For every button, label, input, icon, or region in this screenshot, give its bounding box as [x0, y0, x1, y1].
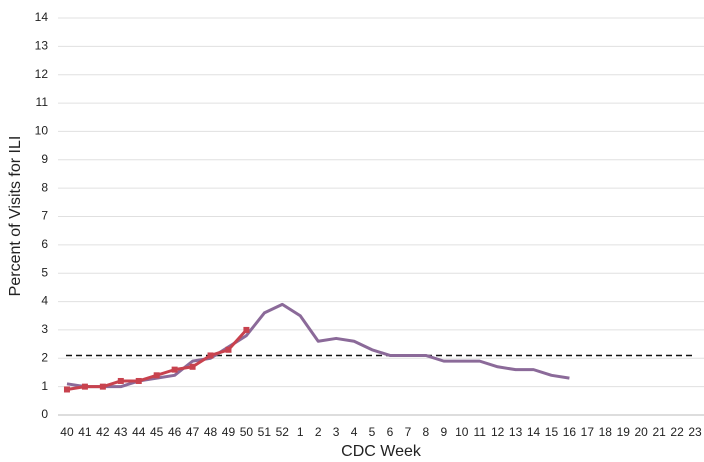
- y-tick-label: 5: [41, 265, 48, 279]
- x-tick-label: 49: [222, 425, 236, 439]
- x-tick-label: 46: [168, 425, 182, 439]
- x-tick-label: 42: [96, 425, 110, 439]
- marker: [63, 386, 70, 393]
- marker: [135, 377, 142, 384]
- y-tick-label: 12: [35, 67, 49, 81]
- x-tick-label: 10: [455, 425, 469, 439]
- x-tick-label: 17: [581, 425, 595, 439]
- marker: [99, 383, 106, 390]
- marker: [153, 372, 160, 379]
- x-tick-label: 5: [369, 425, 376, 439]
- y-tick-label: 9: [41, 152, 48, 166]
- series-line: [66, 302, 570, 389]
- x-tick-label: 11: [473, 425, 486, 439]
- x-tick-label: 7: [405, 425, 412, 439]
- y-tick-label: 7: [41, 209, 48, 223]
- marker: [117, 377, 124, 384]
- y-tick-label: 0: [41, 407, 48, 421]
- y-axis-title: Percent of Visits for ILI: [7, 136, 24, 297]
- x-tick-label: 8: [423, 425, 430, 439]
- x-tick-label: 14: [527, 425, 541, 439]
- x-tick-label: 48: [204, 425, 218, 439]
- marker: [207, 352, 214, 359]
- x-tick-label: 1: [297, 425, 304, 439]
- x-tick-label: 45: [150, 425, 164, 439]
- x-tick-label: 21: [652, 425, 666, 439]
- series-line: [66, 328, 248, 391]
- x-tick-label: 22: [670, 425, 684, 439]
- y-tick-label: 2: [41, 350, 48, 364]
- x-tick-label: 43: [114, 425, 128, 439]
- x-tick-label: 12: [491, 425, 505, 439]
- marker: [189, 363, 196, 370]
- x-tick-label: 51: [258, 425, 272, 439]
- x-tick-label: 19: [617, 425, 631, 439]
- x-tick-label: 20: [635, 425, 649, 439]
- x-tick-label: 2: [315, 425, 322, 439]
- x-tick-label: 16: [563, 425, 577, 439]
- x-tick-label: 23: [688, 425, 702, 439]
- x-tick-label: 40: [60, 425, 74, 439]
- x-tick-label: 50: [240, 425, 254, 439]
- marker: [81, 383, 88, 390]
- x-tick-label: 52: [276, 425, 290, 439]
- marker: [171, 366, 178, 373]
- x-tick-label: 15: [545, 425, 559, 439]
- marker: [225, 346, 232, 353]
- y-tick-label: 13: [35, 39, 49, 53]
- y-tick-label: 8: [41, 180, 48, 194]
- x-tick-label: 9: [440, 425, 447, 439]
- x-tick-label: 3: [333, 425, 340, 439]
- marker: [243, 326, 250, 333]
- y-tick-label: 14: [35, 10, 49, 24]
- y-tick-label: 1: [41, 379, 48, 393]
- x-tick-label: 41: [78, 425, 92, 439]
- x-tick-label: 44: [132, 425, 146, 439]
- x-tick-label: 18: [599, 425, 613, 439]
- y-tick-label: 10: [35, 124, 49, 138]
- x-axis-title: CDC Week: [341, 443, 422, 460]
- x-tick-label: 6: [387, 425, 394, 439]
- y-tick-label: 6: [41, 237, 48, 251]
- x-tick-label: 13: [509, 425, 523, 439]
- y-tick-label: 11: [36, 95, 49, 109]
- x-tick-label: 4: [351, 425, 358, 439]
- x-tick-label: 47: [186, 425, 200, 439]
- y-tick-label: 3: [41, 322, 48, 336]
- y-tick-label: 4: [41, 294, 48, 308]
